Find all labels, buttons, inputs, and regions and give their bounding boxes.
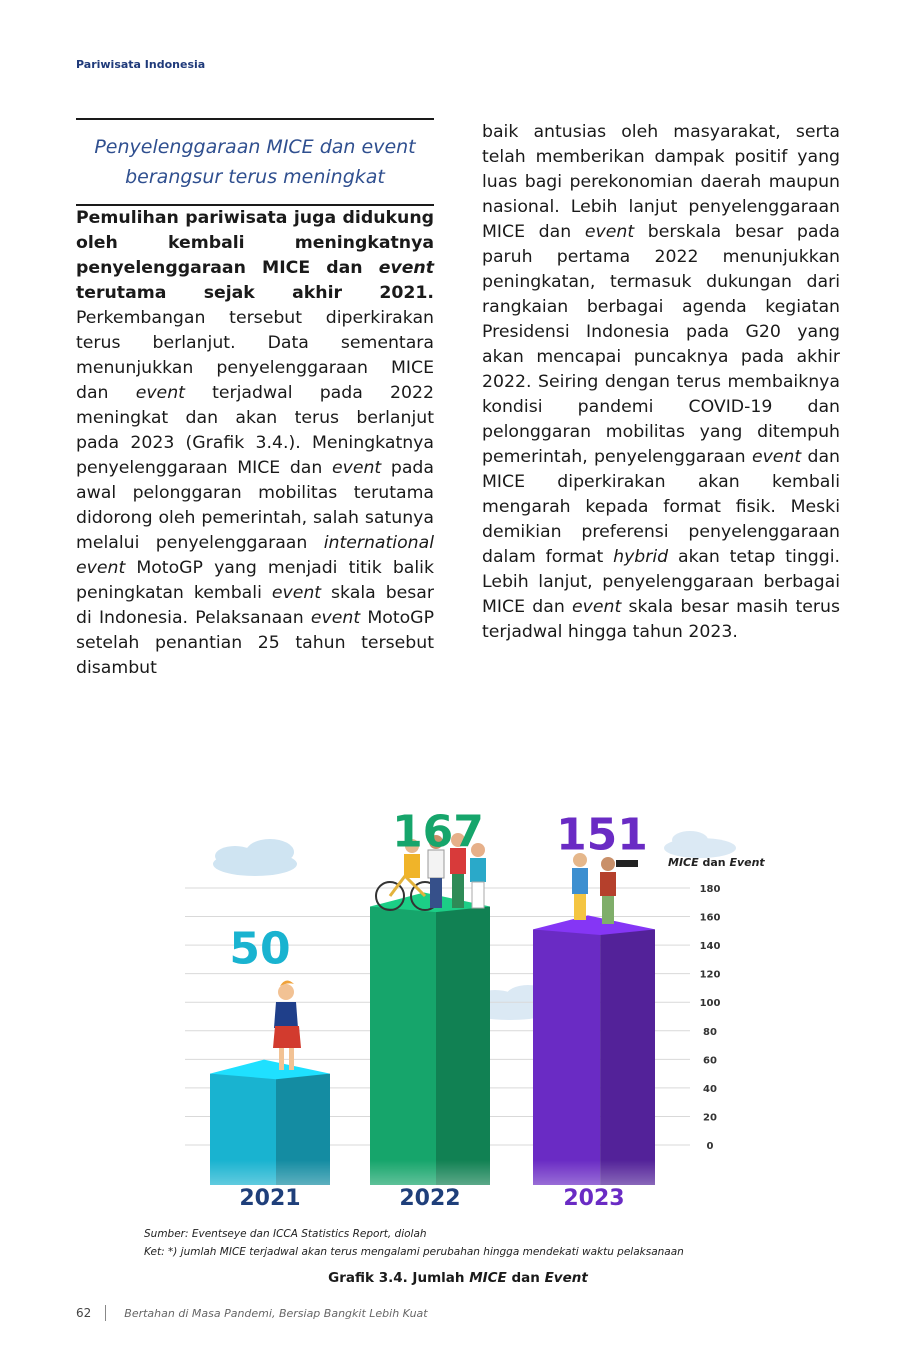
body-text: baik antusias oleh masyarakat, serta tel… (482, 122, 840, 242)
cloud-icon (664, 831, 736, 858)
caption-text: Grafik 3.4. Jumlah (328, 1270, 470, 1286)
pullquote-line-2: berangsur terus meningkat (125, 166, 385, 188)
left-column: Penyelenggaraan MICE dan event berangsur… (76, 118, 434, 681)
right-column: baik antusias oleh masyarakat, serta tel… (482, 120, 840, 645)
x-category-label: 2021 (239, 1186, 300, 1211)
y-tick-label: 140 (700, 941, 721, 952)
body-text: MotoGP setelah penantian 25 tahun terseb… (76, 608, 434, 678)
y-tick-label: 40 (703, 1084, 717, 1095)
footer-divider (105, 1305, 107, 1321)
caption-text: dan (506, 1270, 545, 1286)
chart-caption: Grafik 3.4. Jumlah MICE dan Event (0, 1270, 916, 1286)
y-tick-label: 180 (700, 884, 721, 895)
body-italic: event (751, 447, 802, 467)
page-number: 62 (76, 1306, 92, 1320)
y-tick-label: 120 (700, 970, 721, 981)
tourist-figure-icon (273, 980, 301, 1070)
bar-value-label: 151 (556, 809, 648, 860)
body-italic: hybrid (613, 547, 669, 567)
bar-top-face (210, 1059, 330, 1080)
body-text: berskala besar pada paruh pertama 2022 m… (482, 222, 840, 467)
bar-value-label: 167 (392, 807, 484, 858)
y-tick-label: 60 (703, 1055, 717, 1066)
body-italic: event (310, 608, 361, 628)
y-tick-label: 0 (707, 1141, 714, 1152)
body-text: skala besar masih terus terjadwal hingga… (482, 597, 840, 642)
left-paragraph: Pemulihan pariwisata juga didukung oleh … (76, 206, 434, 681)
y-tick-label: 160 (700, 913, 721, 924)
mice-event-chart: 0 20 40 60 80 100 120 140 160 180 MICE dan Event (0, 760, 916, 1240)
pullquote-top-rule (76, 118, 434, 120)
body-italic: international event (76, 533, 434, 578)
caption-italic: Event (544, 1270, 588, 1286)
body-text: pada awal pelonggaran mobilitas terutama… (76, 458, 434, 553)
bar-value-label: 50 (229, 924, 290, 975)
tourist-group-icon (375, 833, 486, 911)
bar-2023 (533, 915, 655, 1185)
pullquote: Penyelenggaraan MICE dan event berangsur… (76, 132, 434, 192)
x-category-label: 2022 (399, 1186, 460, 1211)
body-text: terjadwal pada 2022 meningkat dan akan t… (76, 383, 434, 478)
y-axis-title: MICE dan Event (668, 856, 765, 869)
bar-top-face (533, 915, 655, 936)
bar-front-face (533, 929, 601, 1185)
y-tick-label: 100 (700, 998, 721, 1009)
body-text: skala besar di Indonesia. Pelaksanaan (76, 583, 434, 628)
floor-fade (180, 1160, 740, 1240)
lead-text-italic: event (378, 258, 434, 278)
lead-text-2: terutama sejak akhir 2021. (76, 283, 434, 303)
body-italic: event (331, 458, 382, 478)
bar-front-face (370, 906, 436, 1185)
y-tick-label: 80 (703, 1027, 717, 1038)
pullquote-bottom-rule (76, 204, 434, 206)
right-paragraph: baik antusias oleh masyarakat, serta tel… (482, 120, 840, 645)
x-category-label: 2023 (563, 1186, 624, 1211)
body-text: Perkembangan tersebut diperkirakan terus… (76, 308, 434, 403)
body-text: MotoGP yang menjadi titik balik peningka… (76, 558, 434, 603)
footer-tagline: Bertahan di Masa Pandemi, Bersiap Bangki… (124, 1306, 428, 1320)
body-text: dan MICE diperkirakan akan kembali menga… (482, 447, 840, 567)
pullquote-line-1: Penyelenggaraan MICE dan event (94, 136, 416, 158)
caption-italic: MICE (469, 1270, 507, 1286)
bar-side-face (436, 906, 490, 1185)
cloud-icon (213, 839, 297, 876)
bar-2022 (370, 892, 490, 1185)
section-header: Pariwisata Indonesia (76, 58, 206, 71)
tourist-pair-icon (572, 853, 638, 924)
chart-svg: 0 20 40 60 80 100 120 140 160 180 MICE dan Event (180, 807, 765, 1240)
body-italic: event (271, 583, 322, 603)
body-italic: event (584, 222, 635, 242)
chart-source: Sumber: Eventseye dan ICCA Statistics Re… (144, 1228, 427, 1240)
bar-side-face (600, 929, 655, 1185)
chart-note: Ket: *) jumlah MICE terjadwal akan terus… (144, 1246, 684, 1258)
page-footer: 62 Bertahan di Masa Pandemi, Bersiap Ban… (76, 1305, 428, 1321)
lead-text-1: Pemulihan pariwisata juga didukung oleh … (76, 208, 434, 278)
body-italic: event (572, 597, 622, 617)
body-text: akan tetap tinggi. Lebih lanjut, penyele… (482, 547, 841, 617)
y-tick-label: 20 (703, 1112, 717, 1123)
body-italic: event (135, 383, 185, 403)
